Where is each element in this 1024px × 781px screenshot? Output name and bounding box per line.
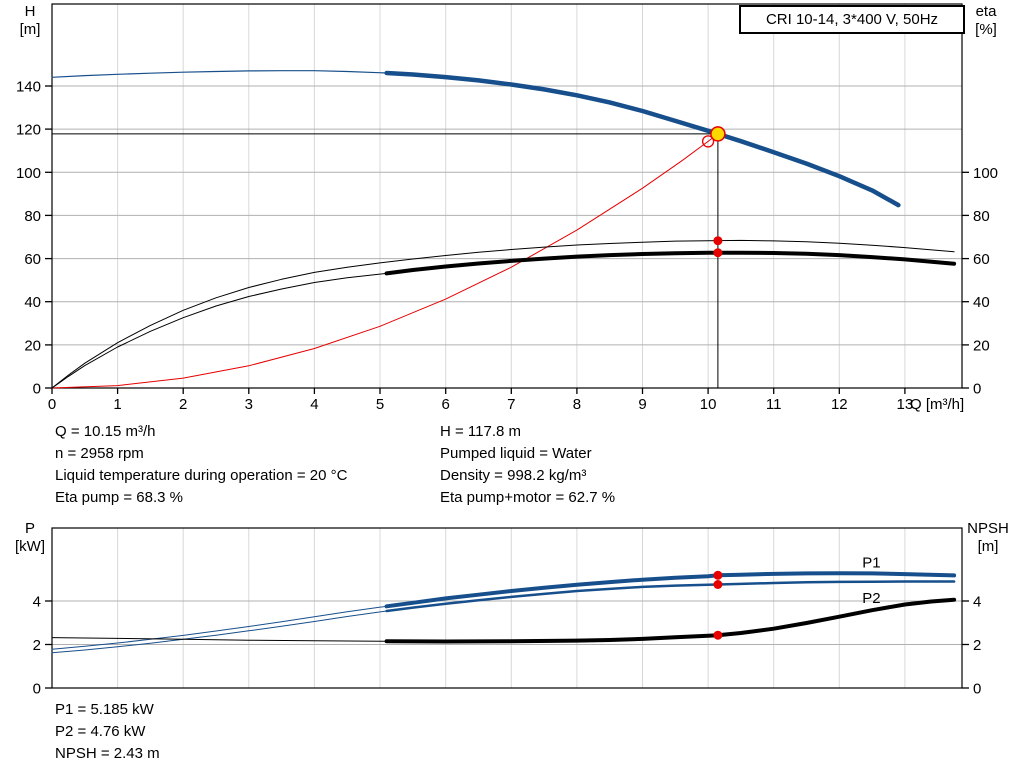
system-curve	[51, 133, 719, 389]
info-head: H = 117.8 m	[440, 423, 522, 440]
p1-curve	[384, 571, 957, 609]
info-speed: n = 2958 rpm	[55, 445, 144, 462]
power-axis-label: P [kW]	[12, 520, 48, 556]
x-axis-tick-label: 7	[507, 396, 515, 413]
x-axis-tick-label: 3	[245, 396, 253, 413]
requested-duty-marker	[701, 135, 715, 148]
y2-axis-tick-label: 0	[973, 681, 981, 698]
info-density: Density = 998.2 kg/m³	[440, 467, 587, 484]
y2-axis-tick-label: 0	[973, 381, 981, 398]
eta-pump-curve	[51, 239, 955, 389]
y-axis-tick-label: 0	[33, 681, 41, 698]
y-axis-tick-label: 140	[16, 79, 41, 96]
series-label-p1: P1	[862, 554, 880, 571]
duty-point-marker[interactable]	[710, 126, 726, 142]
duty-info-left-column: Q = 10.15 m³/h n = 2958 rpm Liquid tempe…	[55, 421, 347, 509]
flow-axis-label: Q [m³/h]	[910, 396, 965, 413]
y-axis-tick-label: 40	[24, 294, 41, 311]
npsh-duty-dot	[713, 630, 723, 640]
npsh-axis-unit: [m]	[977, 538, 999, 555]
p1-duty-dot	[713, 570, 723, 580]
h-axis-label: H [m]	[12, 3, 48, 39]
chart-frame	[51, 527, 963, 689]
npsh-axis-symbol: NPSH	[967, 520, 1009, 537]
p2-curve	[385, 580, 956, 613]
y2-axis-tick-label: 4	[973, 594, 981, 611]
hq-curve-thin	[51, 70, 388, 78]
hq-curve	[384, 70, 901, 208]
info-p1: P1 = 5.185 kW	[55, 701, 154, 718]
x-axis-tick-label: 11	[766, 396, 782, 413]
npsh-curve-thin	[51, 637, 388, 642]
npsh-axis-label: NPSH [m]	[960, 520, 1016, 556]
h-axis-symbol: H	[24, 3, 36, 20]
x-axis-tick-label: 13	[897, 396, 914, 413]
y2-axis-tick-label: 2	[973, 637, 981, 654]
y-axis-tick-label: 4	[33, 594, 41, 611]
y2-axis-tick-label: 40	[973, 294, 990, 311]
x-axis-tick-label: 2	[179, 396, 187, 413]
pump-model-title: CRI 10-14, 3*400 V, 50Hz	[739, 5, 965, 34]
info-eta-pump-motor: Eta pump+motor = 62.7 %	[440, 489, 616, 506]
y-axis-tick-label: 120	[16, 122, 41, 139]
x-axis-tick-label: 9	[638, 396, 646, 413]
eta-pump-motor-duty-dot	[713, 248, 723, 258]
info-eta-pump: Eta pump = 68.3 %	[55, 489, 183, 506]
y2-axis-tick-label: 100	[973, 165, 998, 182]
y-axis-tick-label: 0	[33, 381, 41, 398]
x-axis-tick-label: 4	[310, 396, 318, 413]
eta-axis-label: eta [%]	[964, 3, 1008, 39]
y2-axis-tick-label: 60	[973, 251, 990, 268]
info-npsh: NPSH = 2.43 m	[55, 745, 160, 762]
p1-curve-thin	[51, 605, 388, 650]
info-flow: Q = 10.15 m³/h	[55, 423, 156, 440]
series-label-p2: P2	[862, 590, 880, 607]
y2-axis-tick-label: 20	[973, 337, 990, 354]
power-axis-unit: [kW]	[15, 538, 45, 555]
x-axis-tick-label: 5	[376, 396, 384, 413]
chart-frame	[51, 3, 963, 389]
eta-axis-unit: [%]	[975, 21, 997, 38]
x-axis-tick-label: 10	[700, 396, 717, 413]
x-axis-tick-label: 6	[442, 396, 450, 413]
x-axis-tick-label: 0	[48, 396, 56, 413]
eta-axis-symbol: eta	[975, 3, 997, 20]
p2-duty-dot	[713, 580, 723, 589]
eta-pump-motor-thin	[51, 272, 388, 389]
y-axis-tick-label: 2	[33, 637, 41, 654]
duty-info-right-column: H = 117.8 m Pumped liquid = Water Densit…	[440, 421, 615, 509]
info-pumped-liquid: Pumped liquid = Water	[440, 445, 592, 462]
y-axis-tick-label: 20	[24, 337, 41, 354]
info-p2: P2 = 4.76 kW	[55, 723, 146, 740]
eta-pump-motor-curve	[384, 250, 957, 276]
y-axis-tick-label: 100	[16, 165, 41, 182]
info-liquid-temperature: Liquid temperature during operation = 20…	[55, 467, 348, 484]
y-axis-tick-label: 80	[24, 208, 41, 225]
power-axis-symbol: P	[24, 520, 35, 537]
y2-axis-tick-label: 80	[973, 208, 990, 225]
x-axis-tick-label: 8	[573, 396, 581, 413]
p2-curve-thin	[51, 610, 388, 654]
h-axis-unit: [m]	[19, 21, 41, 38]
x-axis-tick-label: 12	[831, 396, 848, 413]
x-axis-tick-label: 1	[113, 396, 121, 413]
power-info-block: P1 = 5.185 kW P2 = 4.76 kW NPSH = 2.43 m	[55, 699, 160, 765]
eta-pump-duty-dot	[713, 236, 723, 246]
y-axis-tick-label: 60	[24, 251, 41, 268]
